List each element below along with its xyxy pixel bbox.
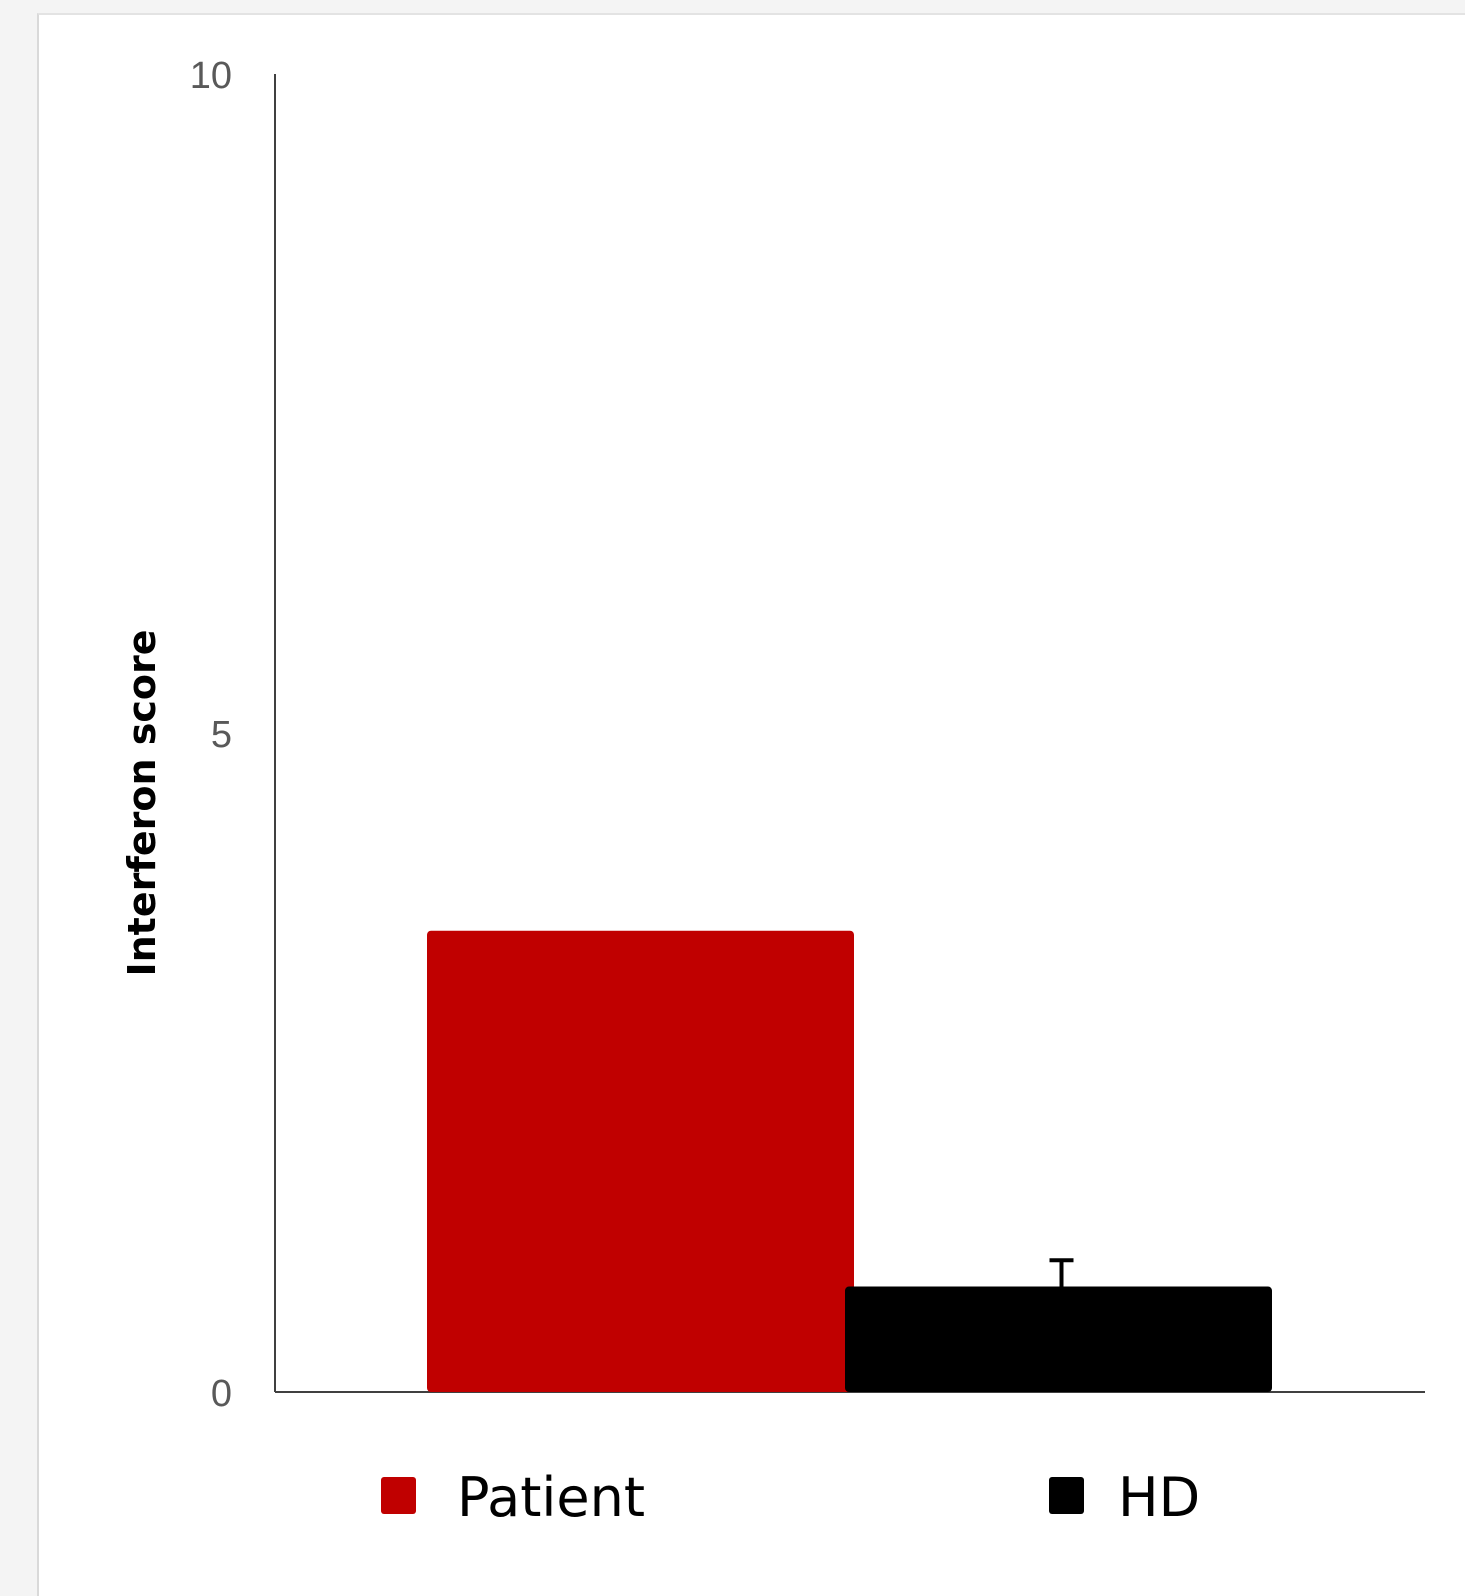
error-bars — [1049, 1258, 1074, 1287]
bar-patient — [427, 930, 854, 1392]
legend: Patient HD — [381, 1466, 1200, 1529]
y-axis-title: Interferon score — [120, 629, 164, 976]
legend-label-patient: Patient — [457, 1466, 645, 1529]
y-tick-label: 5 — [211, 714, 232, 756]
y-tick-label: 0 — [211, 1373, 232, 1415]
legend-swatch-patient — [381, 1477, 416, 1514]
y-tick-label: 10 — [190, 55, 232, 97]
y-tick-labels: 0 5 10 — [190, 55, 232, 1415]
bars — [427, 930, 1272, 1392]
legend-swatch-hd — [1049, 1477, 1084, 1514]
bar-hd — [845, 1286, 1272, 1392]
legend-label-hd: HD — [1118, 1466, 1200, 1529]
